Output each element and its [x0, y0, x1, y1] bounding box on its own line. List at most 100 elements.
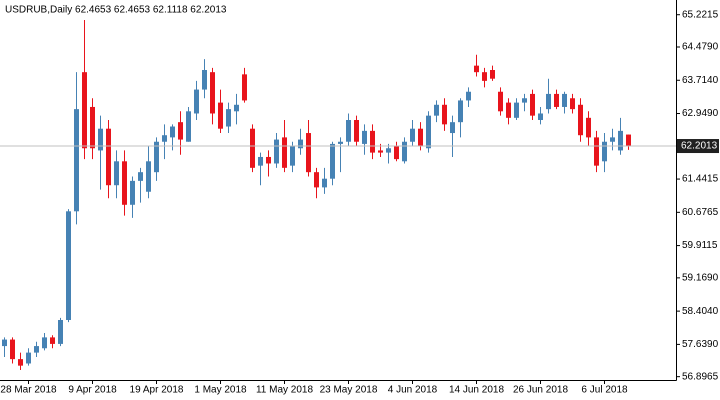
candle-body [386, 148, 391, 153]
candle-body [290, 146, 295, 166]
candle-body [170, 126, 175, 138]
last-price-label: 62.2013 [681, 141, 718, 152]
candle-body [394, 146, 399, 160]
candle-body [514, 102, 519, 118]
candle-body [538, 113, 543, 120]
candle-body [434, 104, 439, 116]
candle-body [250, 128, 255, 168]
candle-body [298, 139, 303, 149]
candle-body [34, 346, 39, 353]
candle-body [114, 161, 119, 186]
candle-body [474, 65, 479, 73]
candle-body [322, 178, 327, 188]
candle-body [330, 143, 335, 179]
candle-body [594, 137, 599, 166]
candle-body [226, 109, 231, 127]
x-tick-label: 26 Jun 2018 [513, 385, 568, 396]
candle-body [458, 100, 463, 123]
candle-body [122, 161, 127, 205]
candle-body [450, 122, 455, 134]
candle-body [138, 172, 143, 181]
candle-body [2, 339, 7, 347]
candle-body [346, 120, 351, 142]
candle-body [618, 130, 623, 151]
candle-body [98, 128, 103, 151]
candle-body [554, 93, 559, 107]
candle-body [258, 156, 263, 166]
y-tick-label: 59.9115 [682, 240, 718, 251]
y-tick-label: 56.8965 [682, 371, 719, 382]
candle-body [58, 320, 63, 344]
y-tick-label: 64.4790 [682, 42, 719, 53]
x-tick-label: 1 May 2018 [194, 385, 247, 396]
candle-body [66, 211, 71, 320]
candle-body [306, 133, 311, 173]
candle-body [10, 339, 15, 360]
x-tick-label: 23 May 2018 [320, 385, 378, 396]
candle-body [106, 128, 111, 186]
y-tick-label: 57.6390 [682, 339, 719, 350]
candle-body [410, 128, 415, 142]
candle-body [282, 137, 287, 168]
y-tick-label: 63.7140 [682, 75, 719, 86]
y-tick-label: 62.9490 [682, 108, 719, 119]
x-tick-label: 11 May 2018 [256, 385, 314, 396]
y-tick-label: 61.4415 [682, 174, 719, 185]
x-tick-label: 6 Jul 2018 [581, 385, 628, 396]
candle-body [18, 359, 23, 366]
candle-body [178, 122, 183, 140]
candle-body [218, 102, 223, 129]
candle-body [498, 91, 503, 112]
x-tick-label: 28 Mar 2018 [0, 385, 57, 396]
candle-body [362, 130, 367, 144]
candle-body [426, 115, 431, 149]
candle-body [442, 104, 447, 125]
candle-body [586, 117, 591, 138]
candle-body [482, 72, 487, 81]
x-tick-label: 4 Jun 2018 [388, 385, 438, 396]
candle-body [578, 104, 583, 136]
candle-body [82, 72, 87, 149]
x-tick-label: 19 Apr 2018 [130, 385, 184, 396]
candle-body [490, 70, 495, 79]
candle-body [562, 93, 567, 107]
candle-body [626, 134, 631, 147]
candle-body [242, 74, 247, 101]
candle-body [202, 70, 207, 90]
candle-body [354, 120, 359, 142]
x-tick-label: 14 Jun 2018 [449, 385, 504, 396]
last-price-box [677, 139, 719, 154]
candle-body [314, 172, 319, 188]
y-tick-label: 65.2215 [682, 9, 719, 20]
chart-title: USDRUB,Daily 62.4653 62.4653 62.1118 62.… [5, 5, 227, 16]
candle-body [506, 102, 511, 118]
candle-body [74, 109, 79, 212]
x-tick-label: 9 Apr 2018 [68, 385, 117, 396]
candle-body [546, 93, 551, 110]
candle-body [378, 150, 383, 153]
candle-body [154, 141, 159, 173]
candle-body [522, 98, 527, 103]
candle-body [418, 128, 423, 147]
candle-body [210, 72, 215, 114]
candle-body [610, 137, 615, 142]
candle-body [162, 135, 167, 142]
candle-body [602, 141, 607, 162]
candle-body [50, 337, 55, 344]
candle-body [130, 180, 135, 205]
candle-body [186, 111, 191, 142]
candle-body [466, 91, 471, 101]
candle-body [90, 106, 95, 149]
candle-body [234, 104, 239, 112]
candle-body [42, 337, 47, 349]
y-tick-label: 59.1690 [682, 273, 719, 284]
candle-body [146, 161, 151, 192]
candle-body [266, 156, 271, 164]
candle-body [194, 89, 199, 114]
candle-body [26, 352, 31, 364]
candle-body [530, 93, 535, 116]
candle-body [402, 141, 407, 162]
candle-body [370, 130, 375, 153]
